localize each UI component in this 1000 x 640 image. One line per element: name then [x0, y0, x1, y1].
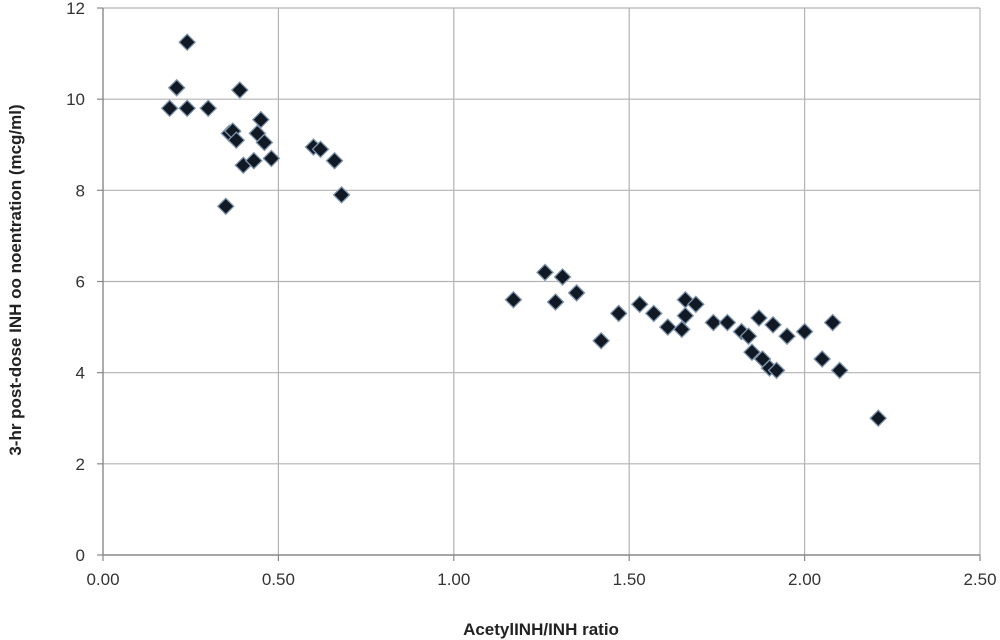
data-point-marker — [199, 99, 218, 118]
data-point-marker — [686, 295, 705, 314]
data-point-marker — [251, 110, 270, 129]
data-point-marker — [764, 315, 782, 334]
data-point-marker — [743, 343, 761, 362]
data-point-marker — [227, 131, 246, 150]
data-point-marker — [332, 185, 351, 204]
axes — [97, 7, 981, 561]
x-tick-label: 1.50 — [613, 570, 646, 589]
data-point-marker — [553, 268, 572, 286]
data-point-marker — [216, 197, 235, 216]
data-point-marker — [644, 304, 663, 323]
data-point-marker — [311, 140, 330, 159]
x-tick-label: 2.00 — [788, 570, 821, 589]
data-points — [160, 33, 888, 428]
y-tick-label: 10 — [66, 90, 85, 109]
data-point-marker — [672, 320, 691, 339]
data-point-marker — [813, 350, 832, 368]
data-point-marker — [630, 295, 649, 314]
x-tick-label: 2.50 — [963, 570, 996, 589]
data-point-marker — [230, 81, 249, 99]
data-point-marker — [536, 263, 554, 282]
data-point-marker — [609, 304, 628, 323]
data-point-marker — [795, 322, 814, 341]
y-tick-label: 2 — [76, 455, 85, 474]
data-point-marker — [178, 33, 197, 52]
data-point-marker — [830, 361, 849, 380]
y-tick-label: 12 — [66, 0, 85, 18]
x-tick-label: 0.00 — [86, 570, 119, 589]
y-axis-title: 3-hr post-dose INH oo noentration (mcg/m… — [6, 104, 25, 455]
data-point-marker — [750, 309, 768, 327]
x-axis-title: AcetylINH/INH ratio — [463, 620, 619, 639]
data-point-marker — [567, 283, 586, 302]
y-tick-label: 6 — [76, 273, 85, 292]
data-point-marker — [262, 149, 281, 168]
data-point-marker — [739, 327, 758, 346]
data-point-marker — [658, 318, 677, 337]
data-point-marker — [869, 409, 888, 428]
data-point-marker — [160, 99, 179, 118]
x-tick-label: 0.50 — [262, 570, 295, 589]
data-point-marker — [504, 290, 523, 309]
data-point-marker — [244, 151, 263, 170]
data-point-marker — [718, 313, 737, 332]
x-tick-label: 1.00 — [437, 570, 470, 589]
data-point-marker — [676, 306, 695, 325]
data-point-marker — [592, 331, 611, 350]
data-point-marker — [823, 313, 842, 332]
data-point-marker — [325, 151, 344, 170]
data-point-marker — [255, 133, 274, 152]
data-point-marker — [167, 78, 186, 97]
data-point-marker — [546, 293, 565, 311]
data-point-marker — [767, 361, 786, 380]
data-point-marker — [704, 313, 723, 332]
y-tick-label: 8 — [76, 181, 85, 200]
y-tick-label: 4 — [76, 364, 85, 383]
gridlines — [103, 7, 981, 555]
data-point-marker — [178, 99, 197, 118]
tick-labels: 0.00 0.50 1.00 1.50 2.00 2.50 0 2 4 6 8 10 12 — [66, 0, 996, 589]
data-point-marker — [778, 327, 796, 346]
y-tick-label: 0 — [76, 546, 85, 565]
